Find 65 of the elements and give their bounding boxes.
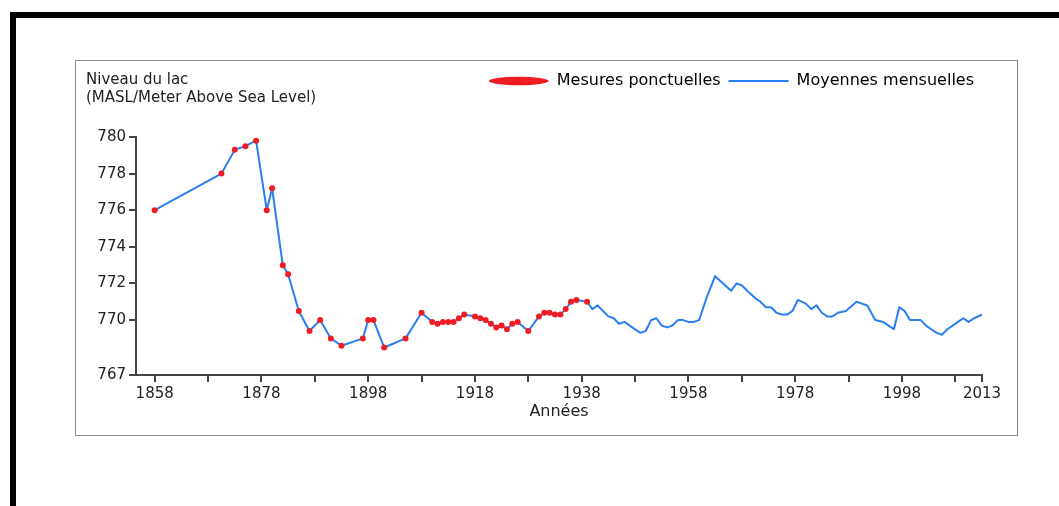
point (514, 318, 521, 325)
y-tick-label: 778 (97, 163, 126, 182)
y-axis-title: Niveau du lac (MASL/Meter Above Sea Level) (86, 70, 317, 107)
point (541, 309, 548, 316)
x-tick-label: 1938 (562, 383, 601, 402)
point (242, 143, 249, 150)
point (482, 317, 489, 324)
point (418, 309, 425, 316)
point (231, 146, 238, 153)
point (487, 320, 494, 327)
point (434, 320, 441, 327)
legend-label: Moyennes mensuelles (796, 70, 975, 90)
point (477, 315, 484, 322)
point (429, 318, 436, 325)
point (359, 335, 366, 342)
point (317, 317, 324, 324)
point (450, 318, 457, 325)
x-tick-label: 1918 (455, 383, 495, 402)
x-tick-label: 1898 (349, 383, 388, 402)
x-tick-label: 1998 (882, 383, 922, 402)
point (381, 344, 388, 351)
point (269, 185, 276, 192)
point (218, 170, 225, 177)
point (327, 335, 334, 342)
y-tick-label: 767 (97, 364, 126, 383)
point (402, 335, 409, 342)
point (263, 207, 270, 214)
point (439, 318, 446, 325)
point (546, 309, 553, 316)
x-tick-label: 2013 (962, 383, 1002, 402)
point (584, 298, 591, 305)
point (557, 311, 564, 318)
point (461, 311, 468, 318)
point (445, 318, 452, 325)
y-tick-label: 780 (97, 126, 126, 145)
y-tick-label: 776 (97, 200, 126, 219)
point (525, 328, 532, 335)
x-tick-label: 1858 (135, 383, 174, 402)
point (151, 207, 158, 214)
legend-label: Mesures ponctuelles (556, 70, 721, 90)
point (338, 342, 345, 349)
point (573, 296, 580, 303)
point (535, 313, 542, 320)
point (306, 328, 313, 335)
point (370, 317, 377, 324)
point (365, 317, 372, 324)
point (279, 262, 286, 269)
x-tick-label: 1978 (776, 383, 815, 402)
point (562, 306, 569, 313)
point (455, 315, 462, 322)
x-tick-label: 1958 (669, 383, 708, 402)
point (493, 324, 500, 331)
y-tick-label: 774 (97, 236, 126, 255)
point (285, 271, 292, 278)
point (509, 320, 516, 327)
point (295, 307, 302, 314)
x-axis-title: Années (529, 400, 589, 420)
point (471, 313, 478, 320)
y-tick-label: 772 (97, 273, 126, 292)
y-tick-label: 770 (97, 309, 126, 328)
point (568, 298, 575, 305)
point (498, 322, 505, 329)
point (253, 137, 260, 144)
x-tick-label: 1878 (242, 383, 281, 402)
point (503, 326, 510, 333)
